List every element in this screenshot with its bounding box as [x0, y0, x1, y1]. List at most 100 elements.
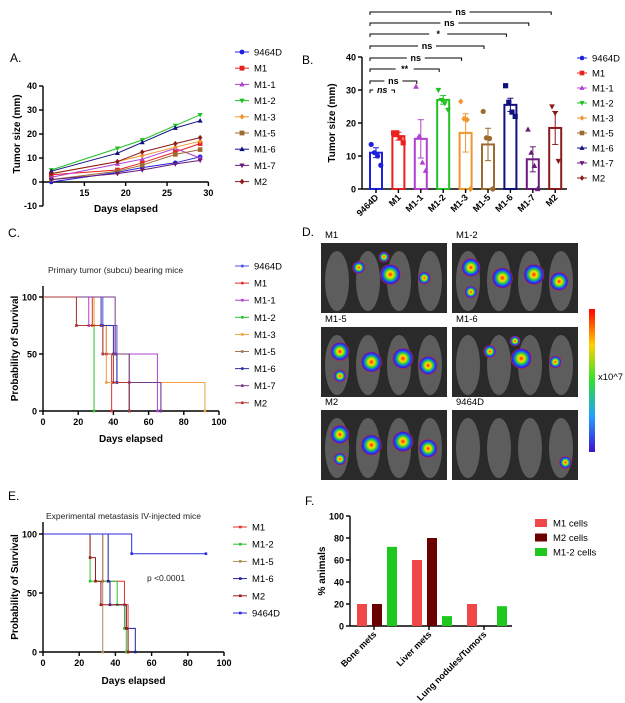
x-tick-label: 0: [40, 658, 45, 668]
x-tick-label: 100: [211, 417, 226, 427]
legend-label: M1-1: [254, 80, 276, 91]
data-point: [506, 99, 512, 105]
data-point: [368, 141, 374, 148]
bar-M1-2-cells: [387, 546, 397, 626]
data-point: [172, 125, 178, 130]
data-point: [139, 152, 145, 159]
imaging-panel-label: M1-2: [456, 230, 478, 241]
data-point: [48, 177, 54, 183]
legend-label: M1-2: [254, 96, 276, 107]
legend-label: M1: [254, 64, 267, 75]
legend-label: M1-2: [592, 99, 614, 110]
panel-label: B.: [302, 53, 313, 67]
legend-label: M1-2: [252, 540, 274, 551]
x-tick-label: 60: [144, 417, 154, 427]
bar-group-M1-5: [480, 108, 496, 192]
data-point: [197, 134, 203, 141]
legend-marker: [579, 175, 585, 181]
mouse-silhouette: [518, 418, 542, 478]
bracket-line: [369, 45, 485, 49]
legend-label: M1-5: [254, 129, 276, 140]
y-tick-label: 80: [334, 534, 344, 544]
significance-bracket: [369, 22, 530, 26]
bracket-line: [369, 57, 463, 61]
censor-mark: [94, 579, 97, 583]
significance-bracket: [369, 45, 485, 49]
legend-marker: [241, 316, 244, 319]
legend-marker: [239, 594, 242, 598]
y-axis-label: % animals: [317, 546, 328, 595]
x-tick-label: 25: [162, 188, 172, 198]
legend-marker: [579, 101, 585, 106]
legend-label: M1-3: [254, 112, 276, 123]
data-point: [509, 109, 515, 115]
legend-label: M2 cells: [553, 533, 588, 544]
imaging-panel-label: 9464D: [456, 397, 484, 408]
legend-swatch: [535, 548, 547, 556]
legend-label: M1-6: [254, 364, 276, 375]
legend-marker: [239, 611, 242, 615]
bar-M2-cells: [372, 604, 382, 626]
data-point: [464, 116, 470, 123]
censor-mark: [124, 627, 128, 630]
y-axis-label: Tumor size (mm): [327, 83, 338, 162]
bracket-line: [369, 22, 530, 26]
legend-label: M1-6: [252, 574, 274, 585]
survival-curve-9464D: [43, 533, 208, 556]
data-point: [419, 159, 426, 165]
bar-M1-cells: [357, 604, 367, 626]
x-tick-label: 9464D: [355, 192, 381, 218]
significance-label: ns: [411, 53, 422, 63]
legend-swatch: [535, 533, 547, 542]
imaging-panel-label: M2: [325, 397, 338, 408]
signal-region: [392, 348, 414, 369]
y-tick-label: 40: [27, 81, 37, 91]
signal-region: [418, 439, 438, 458]
legend-marker: [579, 85, 585, 90]
imaging-panel-M2: [321, 410, 447, 480]
legend-label: 9464D: [592, 54, 620, 65]
mouse-silhouette: [487, 335, 511, 395]
legend-label: M1 cells: [553, 519, 588, 530]
data-point: [528, 149, 535, 155]
colorbar: [589, 309, 595, 452]
signal-region: [333, 452, 347, 466]
x-tick-label: M1-3: [448, 192, 470, 214]
y-tick-label: 20: [27, 129, 37, 139]
censor-mark: [123, 627, 126, 630]
data-point: [371, 150, 377, 156]
panel-label: F.: [305, 494, 314, 508]
legend-marker: [239, 81, 245, 87]
censor-mark: [156, 409, 159, 413]
legend-label: M2: [254, 177, 267, 188]
censor-mark: [124, 650, 128, 654]
colorbar-unit-label: x10^7: [598, 372, 623, 383]
x-tick-label: Bone mets: [339, 629, 379, 669]
x-tick-label: 80: [179, 417, 189, 427]
bar-M2-cells: [427, 538, 437, 626]
x-tick-label: 20: [73, 417, 83, 427]
series-line: [51, 137, 201, 175]
data-point: [197, 112, 203, 118]
data-point: [114, 150, 120, 156]
step-line: [43, 533, 129, 652]
data-point: [48, 168, 54, 174]
panel-label: E.: [8, 489, 19, 503]
panel-e-metastasis-survival-chart: [39, 522, 247, 656]
legend-marker: [241, 281, 244, 285]
legend-marker: [239, 560, 242, 563]
panel-a-tumor-growth-chart: [39, 49, 249, 207]
censor-mark: [101, 650, 105, 654]
data-point: [378, 162, 384, 168]
signal-region: [510, 348, 532, 369]
censor-mark: [113, 352, 117, 356]
bar-group-M1: [391, 130, 406, 190]
censor-mark: [88, 556, 92, 559]
imaging-panel-label: M1-5: [325, 314, 347, 325]
data-point: [487, 135, 493, 142]
bar-M1-2-cells: [497, 606, 507, 626]
censor-mark: [112, 381, 115, 384]
y-tick-label: 0: [32, 407, 37, 417]
mouse-silhouette: [456, 335, 480, 395]
x-tick-label: 40: [108, 417, 118, 427]
